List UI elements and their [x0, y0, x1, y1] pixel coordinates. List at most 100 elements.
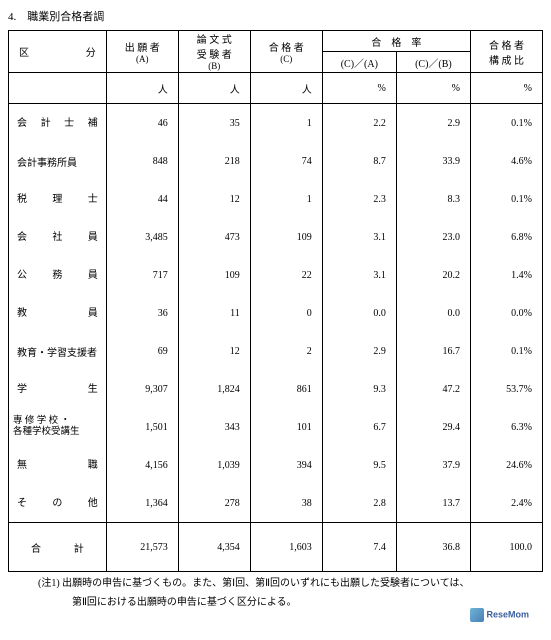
th-passers: 合 格 者(C) — [250, 31, 322, 73]
table-row: 教員361100.00.00.0% — [9, 294, 543, 332]
cell-b: 12 — [178, 332, 250, 370]
occupation-table: 区 分 出 願 者(A) 論 文 式受 験 者(B) 合 格 者(C) 合 格 … — [8, 30, 543, 572]
th-rate-cb: (C)／(B) — [396, 52, 470, 73]
cell-r: 53.7% — [470, 370, 542, 408]
cell-category: その他 — [9, 484, 107, 523]
cell-r: 0.1% — [470, 332, 542, 370]
total-ca: 7.4 — [322, 523, 396, 572]
cell-category: 教育・学習支援者 — [9, 332, 107, 370]
table-row: 専 修 学 校 ・各種学校受講生1,5013431016.729.46.3% — [9, 408, 543, 446]
cell-r: 24.6% — [470, 446, 542, 484]
cell-a: 46 — [106, 104, 178, 143]
th-category: 区 分 — [9, 31, 107, 73]
cell-category: 税理士 — [9, 180, 107, 218]
cell-c: 22 — [250, 256, 322, 294]
total-label: 合 計 — [9, 523, 107, 572]
table-row: 公務員717109223.120.21.4% — [9, 256, 543, 294]
th-applicants: 出 願 者(A) — [106, 31, 178, 73]
cell-r: 2.4% — [470, 484, 542, 523]
cell-a: 717 — [106, 256, 178, 294]
total-a: 21,573 — [106, 523, 178, 572]
cell-cb: 37.9 — [396, 446, 470, 484]
unit-row: 人人人%%% — [9, 73, 543, 104]
cell-a: 4,156 — [106, 446, 178, 484]
cell-c: 861 — [250, 370, 322, 408]
cell-a: 36 — [106, 294, 178, 332]
cell-category: 学生 — [9, 370, 107, 408]
cell-cb: 20.2 — [396, 256, 470, 294]
cell-ca: 2.9 — [322, 332, 396, 370]
cell-b: 35 — [178, 104, 250, 143]
cell-a: 3,485 — [106, 218, 178, 256]
cell-category: 教員 — [9, 294, 107, 332]
total-row: 合 計 21,573 4,354 1,603 7.4 36.8 100.0 — [9, 523, 543, 572]
unit-person: 人 — [106, 73, 178, 104]
table-row: 会計事務所員848218748.733.94.6% — [9, 142, 543, 180]
cell-r: 6.3% — [470, 408, 542, 446]
cell-cb: 0.0 — [396, 294, 470, 332]
cell-b: 278 — [178, 484, 250, 523]
table-row: 学生9,3071,8248619.347.253.7% — [9, 370, 543, 408]
cell-c: 38 — [250, 484, 322, 523]
table-row: 税理士441212.38.30.1% — [9, 180, 543, 218]
unit-person: 人 — [178, 73, 250, 104]
cell-b: 1,039 — [178, 446, 250, 484]
cell-category: 会社員 — [9, 218, 107, 256]
footnote-2: 第Ⅱ回における出願時の申告に基づく区分による。 — [8, 591, 543, 610]
th-rate-ca: (C)／(A) — [322, 52, 396, 73]
cell-category: 会計事務所員 — [9, 142, 107, 180]
cell-b: 12 — [178, 180, 250, 218]
cell-a: 44 — [106, 180, 178, 218]
cell-cb: 33.9 — [396, 142, 470, 180]
cell-ca: 9.5 — [322, 446, 396, 484]
cell-b: 11 — [178, 294, 250, 332]
cell-c: 74 — [250, 142, 322, 180]
total-r: 100.0 — [470, 523, 542, 572]
table-row: 教育・学習支援者691222.916.70.1% — [9, 332, 543, 370]
cell-a: 848 — [106, 142, 178, 180]
cell-a: 1,364 — [106, 484, 178, 523]
cell-r: 6.8% — [470, 218, 542, 256]
cell-ca: 3.1 — [322, 218, 396, 256]
cell-cb: 29.4 — [396, 408, 470, 446]
total-c: 1,603 — [250, 523, 322, 572]
cell-c: 109 — [250, 218, 322, 256]
cell-category: 公務員 — [9, 256, 107, 294]
cell-cb: 8.3 — [396, 180, 470, 218]
unit-person: 人 — [250, 73, 322, 104]
th-passrate: 合 格 率 — [322, 31, 470, 52]
cell-ca: 0.0 — [322, 294, 396, 332]
unit-percent: % — [322, 73, 396, 104]
cell-ca: 8.7 — [322, 142, 396, 180]
cell-r: 1.4% — [470, 256, 542, 294]
cell-c: 1 — [250, 104, 322, 143]
cell-ca: 6.7 — [322, 408, 396, 446]
cell-b: 218 — [178, 142, 250, 180]
cell-r: 0.0% — [470, 294, 542, 332]
cell-c: 101 — [250, 408, 322, 446]
cell-b: 1,824 — [178, 370, 250, 408]
cell-r: 0.1% — [470, 104, 542, 143]
total-cb: 36.8 — [396, 523, 470, 572]
cell-c: 0 — [250, 294, 322, 332]
resemom-icon — [470, 608, 484, 622]
resemom-logo: ReseMom — [470, 608, 529, 622]
cell-cb: 2.9 — [396, 104, 470, 143]
cell-cb: 47.2 — [396, 370, 470, 408]
cell-b: 109 — [178, 256, 250, 294]
th-ratio: 合 格 者構 成 比 — [470, 31, 542, 73]
table-row: その他1,364278382.813.72.4% — [9, 484, 543, 523]
cell-c: 1 — [250, 180, 322, 218]
total-b: 4,354 — [178, 523, 250, 572]
cell-c: 394 — [250, 446, 322, 484]
cell-ca: 2.3 — [322, 180, 396, 218]
cell-a: 9,307 — [106, 370, 178, 408]
cell-category: 専 修 学 校 ・各種学校受講生 — [9, 408, 107, 446]
cell-cb: 13.7 — [396, 484, 470, 523]
cell-ca: 2.8 — [322, 484, 396, 523]
unit-percent: % — [396, 73, 470, 104]
cell-r: 4.6% — [470, 142, 542, 180]
table-row: 会社員3,4854731093.123.06.8% — [9, 218, 543, 256]
cell-c: 2 — [250, 332, 322, 370]
unit-percent: % — [470, 73, 542, 104]
